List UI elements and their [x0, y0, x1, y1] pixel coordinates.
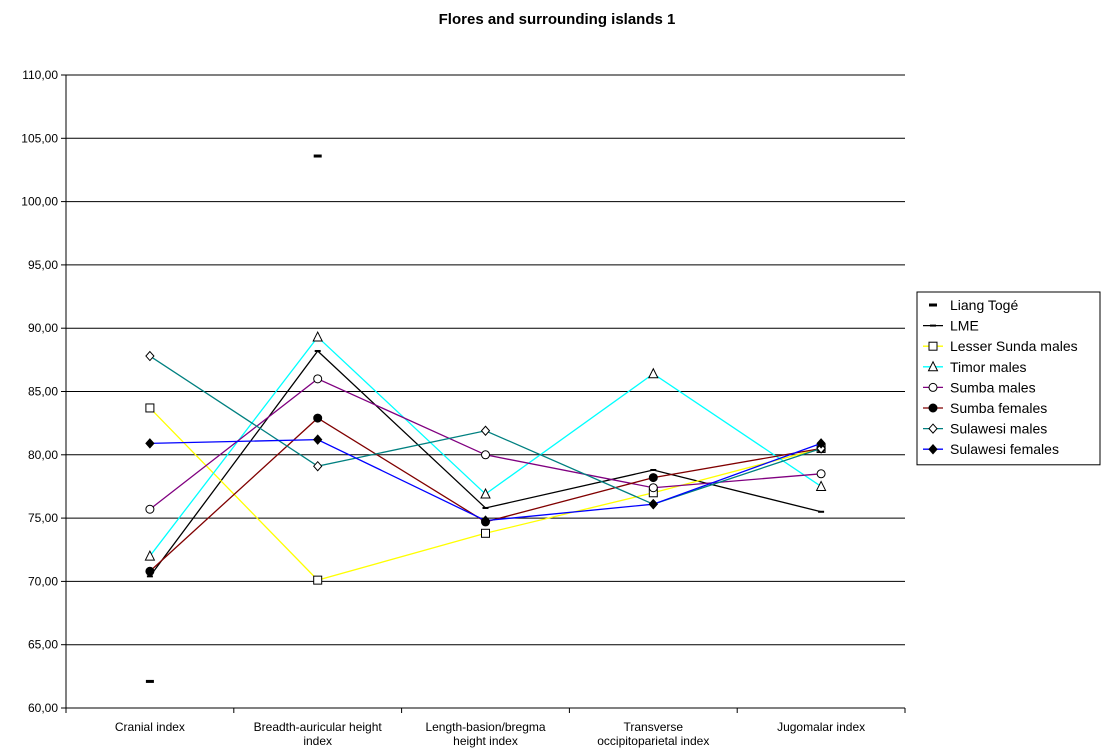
data-point	[313, 154, 322, 158]
data-point	[145, 438, 155, 449]
series-sulawesi-females	[145, 434, 826, 526]
series-line	[149, 350, 822, 577]
y-tick-label: 95,00	[28, 258, 58, 272]
series-group	[144, 154, 827, 683]
data-point	[144, 549, 156, 561]
legend-label: LME	[950, 318, 979, 334]
legend-entry: Liang Togé	[929, 297, 1018, 313]
legend-label: Sumba females	[950, 400, 1047, 416]
data-point	[480, 425, 491, 436]
data-point	[313, 434, 323, 445]
data-point	[313, 460, 323, 472]
data-point	[648, 498, 658, 510]
x-category-label: Jugomalar index	[777, 720, 865, 734]
data-point	[650, 468, 657, 471]
legend-label: Lesser Sunda males	[950, 338, 1078, 354]
y-tick-label: 90,00	[28, 321, 58, 335]
legend: Liang Togé LME Lesser Sunda males Timor mal…	[916, 291, 1101, 466]
x-category-label: Transverse occipitoparietal index	[597, 720, 709, 748]
data-point	[313, 374, 323, 384]
legend-swatch-marker	[930, 324, 936, 327]
legend-label: Sulawesi males	[950, 421, 1047, 437]
legend-entry: Sumba females	[923, 400, 1047, 416]
legend-swatch-marker	[928, 403, 938, 413]
chart-title: Flores and surrounding islands 1	[439, 11, 676, 28]
data-point	[647, 367, 659, 379]
legend-entry: Sulawesi females	[923, 441, 1059, 457]
data-point	[480, 515, 491, 526]
y-tick-label: 75,00	[28, 511, 58, 525]
legend-swatch-marker	[928, 443, 938, 455]
y-tick-label: 105,00	[21, 131, 58, 145]
y-tick-label: 85,00	[28, 385, 58, 399]
y-tick-label: 65,00	[28, 638, 58, 652]
series-lme	[146, 349, 825, 578]
data-point	[314, 349, 321, 352]
y-tick-label: 80,00	[28, 448, 58, 462]
legend-swatch-marker	[928, 341, 938, 351]
data-point	[648, 473, 658, 483]
legend-entry: Sulawesi males	[923, 421, 1047, 437]
legend-swatch-marker	[927, 360, 939, 372]
x-category-label: Breadth-auricular height index	[254, 720, 383, 748]
data-point	[145, 679, 154, 683]
y-tick-label: 60,00	[28, 701, 58, 715]
legend-entry: Lesser Sunda males	[923, 338, 1078, 354]
x-category-label: Cranial index	[115, 720, 185, 734]
data-point	[145, 566, 155, 576]
y-axis-ticks: 60,00 65,00 70,00 75,00 80,00 85,00 90,00 95,00…	[21, 68, 66, 715]
legend-entry: LME	[923, 318, 979, 334]
series-timor-males	[144, 330, 827, 561]
data-point	[481, 528, 490, 538]
legend-box	[916, 291, 1101, 466]
series-liang-tog-	[145, 154, 322, 683]
y-tick-label: 70,00	[28, 574, 58, 588]
x-axis-ticks: Cranial index Breadth-auricular height ind…	[65, 708, 906, 748]
data-point	[145, 403, 155, 413]
data-point	[816, 469, 826, 479]
data-point	[815, 480, 827, 491]
data-point	[145, 504, 155, 514]
data-point	[312, 330, 324, 342]
data-point	[481, 450, 490, 460]
gridlines	[66, 74, 905, 646]
data-point	[648, 483, 658, 493]
data-point	[480, 487, 491, 499]
data-point	[816, 438, 826, 449]
data-point	[818, 510, 825, 513]
data-point	[145, 350, 155, 362]
data-point	[146, 575, 153, 578]
legend-swatch-marker	[929, 303, 937, 307]
legend-label: Sulawesi females	[950, 441, 1059, 457]
legend-swatch-marker	[928, 382, 938, 392]
series-sumba-males	[145, 374, 826, 514]
data-point	[313, 413, 323, 423]
legend-label: Liang Togé	[950, 297, 1018, 313]
data-point	[313, 575, 323, 585]
legend-label: Sumba males	[950, 379, 1036, 395]
y-tick-label: 100,00	[21, 195, 58, 209]
data-point	[482, 506, 489, 509]
legend-entry: Sumba males	[923, 379, 1036, 395]
legend-entry: Timor males	[923, 359, 1027, 375]
legend-label: Timor males	[950, 359, 1027, 375]
series-sulawesi-males	[145, 350, 826, 510]
y-tick-label: 110,00	[22, 68, 58, 82]
x-category-label: Length-basion/bregma height index	[425, 720, 545, 748]
legend-swatch-marker	[928, 423, 938, 434]
